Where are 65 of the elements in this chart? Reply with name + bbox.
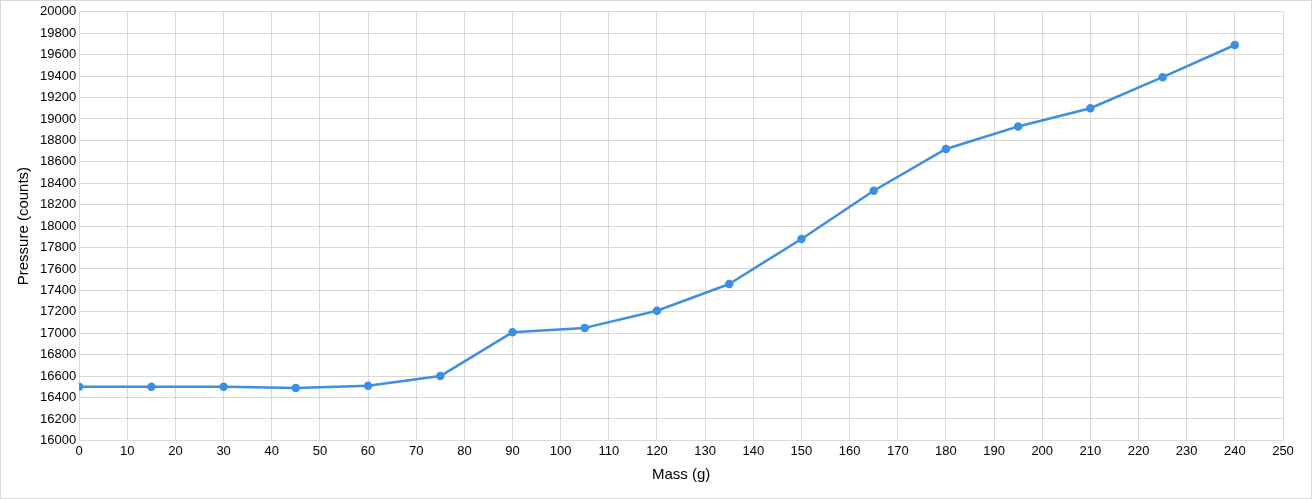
point	[219, 382, 228, 392]
y-tick-label: 18400	[39, 174, 77, 190]
x-tick-label: 160	[838, 442, 861, 458]
x-tick-label: 80	[457, 442, 472, 458]
y-tick-label: 18800	[39, 131, 77, 147]
x-tick-label: 0	[75, 442, 83, 458]
x-tick-label: 170	[886, 442, 909, 458]
y-tick-label: 16800	[39, 346, 77, 362]
point	[797, 234, 806, 244]
point	[652, 306, 662, 315]
x-tick-label: 220	[1127, 442, 1150, 458]
y-tick-label: 17600	[39, 260, 77, 276]
point	[869, 186, 878, 195]
point	[363, 381, 373, 390]
x-tick-label: 30	[216, 442, 231, 458]
x-tick-label: 100	[549, 442, 572, 458]
y-tick-label: 18200	[39, 196, 77, 212]
x-tick-label: 20	[168, 442, 183, 458]
x-tick-label: 120	[646, 442, 668, 458]
y-tick-label: 19800	[39, 24, 77, 40]
point	[291, 383, 301, 393]
point	[941, 144, 951, 154]
point	[1013, 122, 1023, 131]
y-tick-label: 17800	[39, 239, 77, 255]
y-tick-label: 18600	[39, 153, 77, 169]
y-tick-label: 16600	[39, 367, 77, 383]
point	[1230, 40, 1240, 50]
y-tick-label: 16200	[39, 410, 77, 426]
x-tick-label: 240	[1223, 442, 1246, 458]
y-axis-title: Pressure (counts)	[14, 166, 32, 286]
point	[508, 327, 517, 337]
y-tick-label: 19200	[39, 89, 77, 105]
point	[436, 371, 445, 381]
x-tick-label: 250	[1272, 442, 1294, 458]
y-tick-label: 20000	[39, 3, 77, 19]
x-tick-label: 40	[264, 442, 279, 458]
x-tick-label: 70	[408, 442, 424, 458]
x-tick-label: 60	[360, 442, 376, 458]
y-tick-label: 17000	[39, 324, 77, 340]
x-tick-label: 90	[505, 442, 520, 458]
y-tick-label: 17400	[39, 281, 77, 297]
point	[147, 382, 156, 392]
y-tick-label: 16000	[39, 431, 77, 447]
x-tick-label: 10	[120, 442, 135, 458]
point	[1158, 72, 1167, 82]
x-tick-label: 110	[598, 442, 620, 458]
x-tick-label: 50	[312, 442, 328, 458]
x-tick-label: 190	[983, 442, 1005, 458]
x-tick-label: 180	[935, 442, 957, 458]
x-tick-label: 140	[742, 442, 765, 458]
x-axis-title: Mass (g)	[651, 465, 711, 483]
x-tick-label: 130	[694, 442, 716, 458]
x-tick-label: 210	[1079, 442, 1102, 458]
y-tick-label: 19600	[39, 46, 77, 62]
y-tick-label: 16400	[39, 389, 77, 405]
x-tick-label: 230	[1175, 442, 1198, 458]
x-tick-label: 200	[1031, 442, 1054, 458]
y-tick-label: 18000	[39, 217, 77, 233]
point	[1086, 103, 1095, 113]
y-tick-label: 17200	[39, 303, 77, 319]
point	[580, 323, 590, 333]
y-tick-label: 19000	[39, 110, 77, 126]
y-tick-label: 19400	[39, 67, 77, 83]
x-tick-label: 150	[790, 442, 813, 458]
point	[724, 279, 734, 289]
